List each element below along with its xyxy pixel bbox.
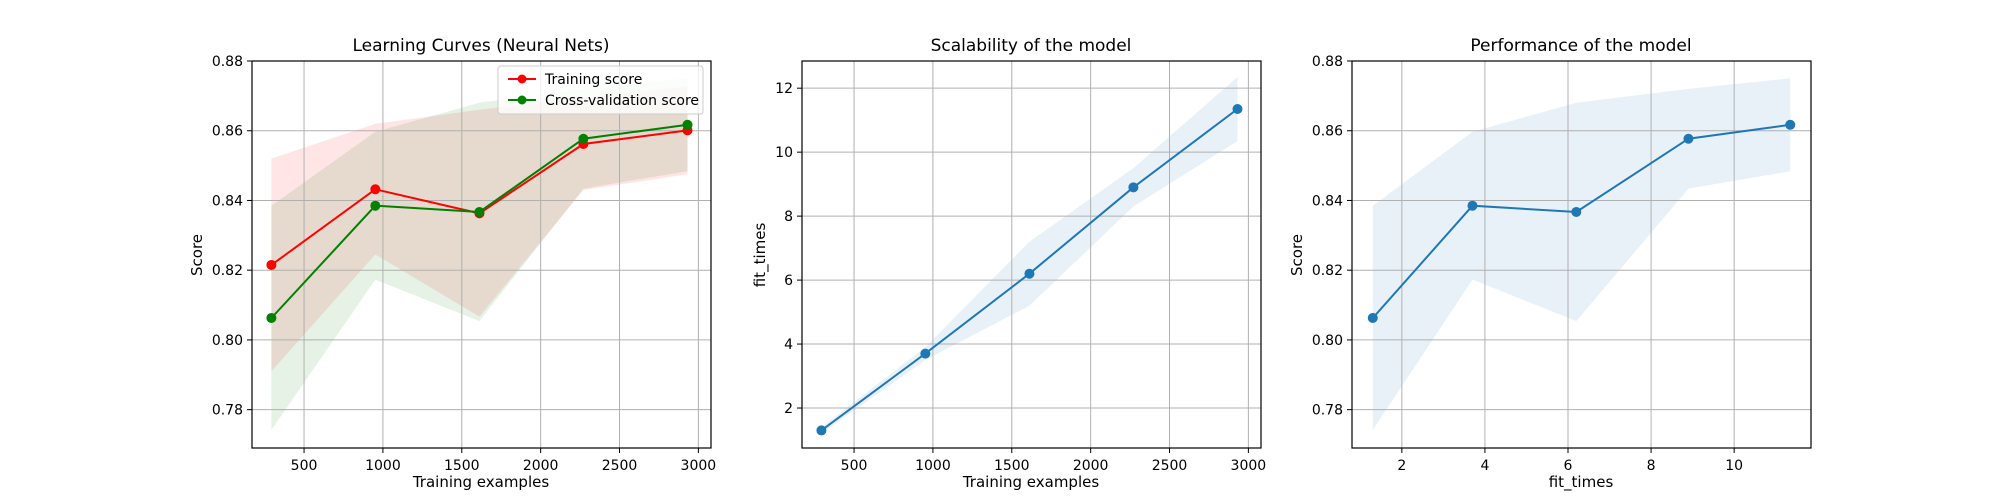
x-axis-label: Training examples <box>962 473 1100 491</box>
data-point <box>370 184 381 195</box>
x-tick-label: 8 <box>1647 458 1656 474</box>
data-point <box>266 259 277 270</box>
data-point <box>1232 103 1243 114</box>
legend: Training score Cross-validation score <box>497 65 704 115</box>
axes-frame <box>1351 60 1812 449</box>
ticks: 2 4 6 8 10 0.78 0.80 0.82 0.84 0.86 0.88 <box>1312 54 1743 474</box>
legend-marker-training <box>517 74 527 84</box>
axes-frame <box>251 60 712 449</box>
y-tick-label: 2 <box>784 401 793 417</box>
x-tick-label: 3000 <box>1231 458 1267 474</box>
y-tick-label: 0.78 <box>212 403 243 419</box>
chart-title: Scalability of the model <box>931 36 1132 56</box>
x-axis-label: fit_times <box>1549 473 1614 492</box>
data-point <box>682 119 693 130</box>
legend-entry-training: Training score <box>508 72 642 88</box>
y-axis-label: Score <box>188 234 206 276</box>
legend-label-training: Training score <box>544 72 642 88</box>
y-tick-label: 0.84 <box>1312 193 1343 209</box>
data-point <box>1571 206 1582 217</box>
data-point <box>1128 182 1139 193</box>
data-point <box>816 425 827 436</box>
ticks: 500 1000 1500 2000 2500 3000 0.78 0.80 0.82 0.84 0… <box>212 54 716 474</box>
x-tick-label: 1500 <box>444 458 480 474</box>
y-tick-label: 0.88 <box>212 54 243 70</box>
data-point <box>1467 200 1478 211</box>
y-tick-label: 0.84 <box>212 193 243 209</box>
x-tick-label: 3000 <box>681 458 717 474</box>
plot-area <box>801 60 1262 449</box>
x-tick-label: 2500 <box>1152 458 1188 474</box>
y-axis-label: Score <box>1288 234 1306 276</box>
x-tick-label: 1000 <box>365 458 401 474</box>
y-tick-label: 10 <box>775 145 793 161</box>
y-tick-label: 12 <box>775 81 793 97</box>
y-tick-label: 0.82 <box>212 263 243 279</box>
y-tick-label: 4 <box>784 337 793 353</box>
legend-label-cross-validation: Cross-validation score <box>545 93 699 109</box>
ticks: 500 1000 1500 2000 2500 3000 2 4 6 8 10 12 <box>775 81 1266 474</box>
data-point <box>578 133 589 144</box>
x-tick-label: 2 <box>1397 458 1406 474</box>
y-tick-label: 0.86 <box>1312 124 1343 140</box>
y-axis-label: fit_times <box>751 223 770 288</box>
data-point <box>920 348 931 359</box>
x-tick-label: 1000 <box>915 458 951 474</box>
x-axis-label: Training examples <box>412 473 550 491</box>
legend-frame <box>497 65 704 115</box>
plot-area <box>1351 60 1812 449</box>
y-tick-label: 0.80 <box>1312 333 1343 349</box>
confidence-band-secondary <box>271 78 688 430</box>
learning-curves-panel: Learning Curves (Neural Nets) Training e… <box>188 36 716 491</box>
performance-panel: Performance of the model fit_times Score… <box>1288 36 1812 492</box>
y-tick-label: 0.88 <box>1312 54 1343 70</box>
confidence-band-primary <box>821 77 1238 434</box>
axes-frame <box>801 60 1262 449</box>
confidence-band-primary <box>1372 78 1791 430</box>
x-tick-label: 2500 <box>602 458 638 474</box>
data-point <box>1024 268 1035 279</box>
x-tick-label: 2000 <box>523 458 559 474</box>
y-tick-label: 0.78 <box>1312 403 1343 419</box>
plot-area <box>251 60 712 449</box>
x-tick-label: 6 <box>1564 458 1573 474</box>
y-tick-label: 0.82 <box>1312 263 1343 279</box>
chart-title: Learning Curves (Neural Nets) <box>352 36 609 56</box>
data-point <box>1367 312 1378 323</box>
data-point <box>1785 119 1796 130</box>
x-tick-label: 4 <box>1480 458 1489 474</box>
data-point <box>266 312 277 323</box>
x-tick-label: 10 <box>1725 458 1743 474</box>
y-tick-label: 0.80 <box>212 333 243 349</box>
y-tick-label: 8 <box>784 209 793 225</box>
x-tick-label: 500 <box>841 458 868 474</box>
data-point <box>370 200 381 211</box>
legend-marker-cross-validation <box>517 95 527 105</box>
x-tick-label: 1500 <box>994 458 1030 474</box>
scalability-panel: Scalability of the model Training exampl… <box>751 36 1266 491</box>
chart-title: Performance of the model <box>1470 36 1691 56</box>
data-point <box>1683 133 1694 144</box>
x-tick-label: 500 <box>291 458 318 474</box>
data-point <box>474 206 485 217</box>
y-tick-label: 0.86 <box>212 124 243 140</box>
legend-entry-cross-validation: Cross-validation score <box>508 93 699 109</box>
confidence-band-primary <box>271 86 688 372</box>
y-tick-label: 6 <box>784 273 793 289</box>
x-tick-label: 2000 <box>1073 458 1109 474</box>
